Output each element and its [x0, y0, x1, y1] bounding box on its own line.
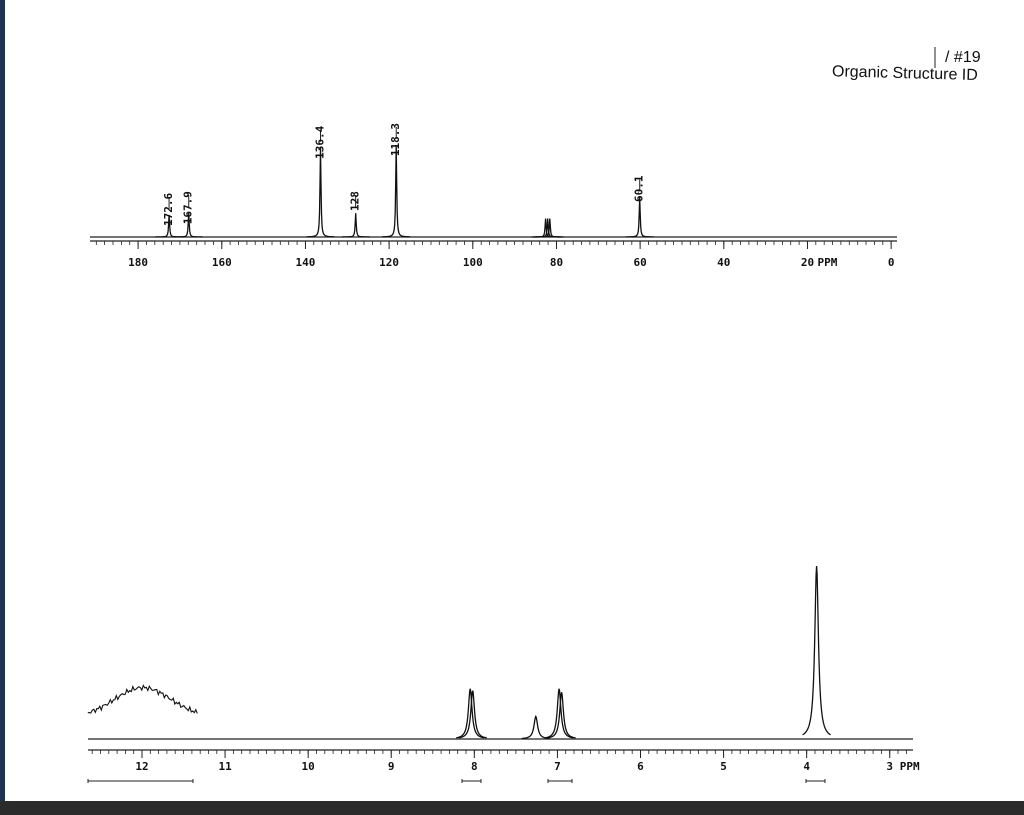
x-tick-label: 10 — [302, 760, 315, 773]
peak-label: 118.3 — [389, 123, 402, 156]
x-axis-label: PPM — [817, 256, 837, 269]
x-tick-label: 3 — [886, 760, 893, 773]
minor-ticks — [95, 241, 892, 245]
x-tick-label: 4 — [803, 760, 810, 773]
peak — [458, 690, 487, 739]
x-tick-label: 100 — [463, 256, 483, 269]
x-tick-label: 11 — [218, 760, 232, 773]
peak-label: 128 — [349, 191, 362, 211]
x-tick-label: 180 — [128, 256, 148, 269]
x-axis-label: PPM — [900, 760, 920, 773]
peak — [625, 197, 654, 238]
peak — [547, 692, 576, 739]
peak — [382, 144, 411, 238]
x-tick-label: 7 — [554, 760, 561, 773]
x-tick-label: 120 — [379, 256, 399, 269]
x-tick-label: 0 — [888, 256, 895, 269]
peak — [544, 688, 574, 739]
x-tick-label: 160 — [212, 256, 232, 269]
peak-label: 136.4 — [314, 125, 327, 158]
sample-number: / #19 — [945, 49, 981, 66]
peak — [456, 688, 485, 739]
peak — [802, 565, 831, 736]
x-tick-label: 40 — [717, 256, 730, 269]
bottom-bar — [0, 801, 1024, 815]
x-tick-label: 140 — [296, 256, 316, 269]
peak — [174, 213, 203, 238]
x-tick-label: 80 — [550, 256, 563, 269]
integral-brackets — [87, 779, 826, 783]
x-tick-label: 12 — [135, 760, 148, 773]
broad-peak — [87, 684, 198, 714]
x-tick-label: 20 — [801, 256, 814, 269]
peak-label: 172.6 — [162, 193, 175, 226]
peak-label: 167.9 — [182, 191, 195, 224]
x-tick-label: 9 — [388, 760, 395, 773]
peak — [521, 714, 550, 740]
x-tick-label: 60 — [634, 256, 647, 269]
page-title: Organic Structure ID — [832, 63, 978, 84]
x-tick-label: 6 — [637, 760, 644, 773]
solvent-peak — [535, 218, 564, 238]
peak — [341, 213, 370, 238]
peak-label: 60.1 — [633, 175, 646, 202]
x-tick-label: 5 — [720, 760, 727, 773]
peak — [306, 147, 335, 238]
x-tick-label: 8 — [471, 760, 478, 773]
left-edge — [0, 0, 5, 815]
